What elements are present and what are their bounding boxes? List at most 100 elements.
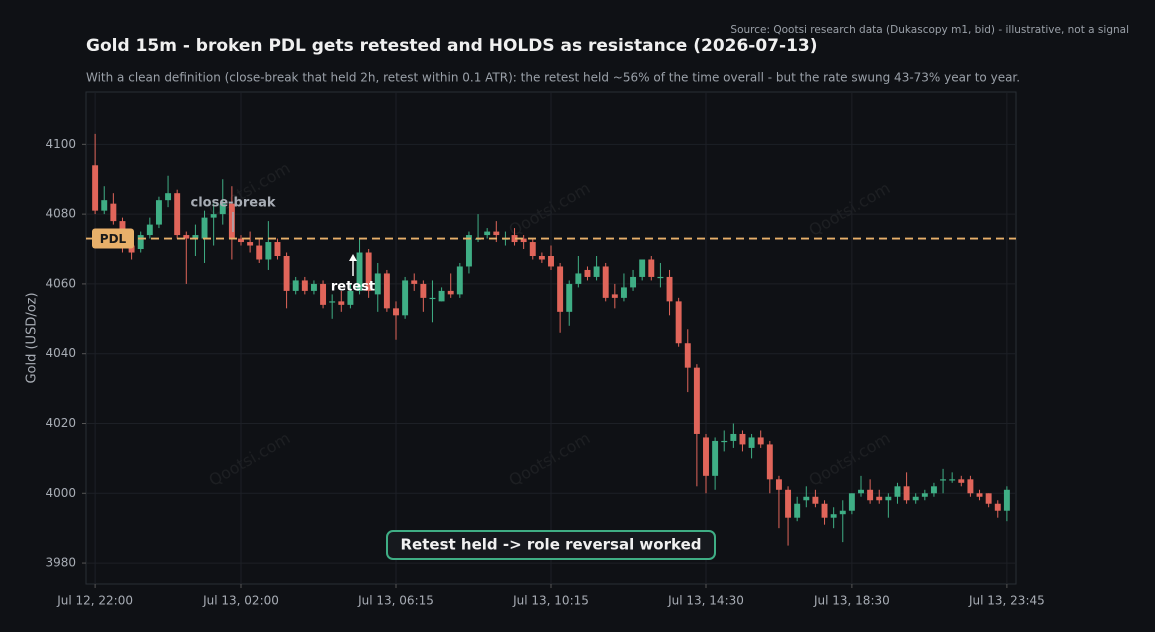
candle-body xyxy=(256,245,263,260)
chart-subtitle: With a clean definition (close-break tha… xyxy=(86,71,1020,85)
candle-body xyxy=(557,266,564,312)
candle-body xyxy=(101,200,108,211)
candle-body xyxy=(994,503,1001,511)
candle-body xyxy=(867,489,874,501)
candle-body xyxy=(976,493,983,497)
candle-body xyxy=(283,256,290,291)
candle-body xyxy=(912,496,919,501)
candle-body xyxy=(110,203,117,222)
candle-body xyxy=(201,217,208,239)
candle-body xyxy=(155,200,162,225)
candle-body xyxy=(593,266,600,277)
y-axis-label: Gold (USD/oz) xyxy=(25,292,40,383)
candle-body xyxy=(611,294,618,298)
candle-body xyxy=(247,242,254,246)
candle-body xyxy=(183,235,190,239)
x-tick-label: Jul 13, 18:30 xyxy=(813,594,890,608)
candle-body xyxy=(639,259,646,277)
candle-body xyxy=(748,437,755,448)
candle-body xyxy=(930,486,937,494)
candle-body xyxy=(511,235,518,243)
candle-body xyxy=(730,433,737,441)
candle-body xyxy=(374,273,381,295)
x-tick-label: Jul 12, 22:00 xyxy=(56,594,133,608)
candle-body xyxy=(438,290,445,302)
candle-body xyxy=(356,252,363,291)
y-tick-label: 4020 xyxy=(45,416,76,430)
candle-body xyxy=(648,259,655,277)
candle-body xyxy=(402,280,409,316)
x-tick-label: Jul 13, 23:45 xyxy=(968,594,1045,608)
callout: Retest held -> role reversal worked xyxy=(401,536,702,554)
candle-body xyxy=(666,276,673,302)
candle-body xyxy=(630,276,637,288)
candle-body xyxy=(493,231,500,236)
y-tick-label: 4100 xyxy=(45,137,76,151)
candle-body xyxy=(192,235,199,239)
candle-body xyxy=(712,440,719,476)
reference-label-box xyxy=(92,228,134,249)
candle-body xyxy=(575,273,582,284)
candle-body xyxy=(848,493,855,511)
candle-body xyxy=(985,493,992,504)
candle-body xyxy=(520,238,527,243)
candle-body xyxy=(310,283,317,291)
candle-body xyxy=(812,496,819,504)
candle-body xyxy=(675,301,682,344)
candle-body xyxy=(274,242,281,256)
annotation-arrowhead xyxy=(349,254,357,261)
candle-body xyxy=(684,343,691,368)
candle-body xyxy=(447,290,454,295)
candle-body xyxy=(92,165,99,211)
chart-title: Gold 15m - broken PDL gets retested and … xyxy=(86,36,818,56)
x-tick-label: Jul 13, 14:30 xyxy=(667,594,744,608)
candle-body xyxy=(228,203,235,239)
candle-body xyxy=(146,224,153,236)
candle-body xyxy=(165,193,172,201)
candle-body xyxy=(465,235,472,267)
candle-body xyxy=(739,433,746,445)
candle-body xyxy=(721,440,728,443)
candle-body xyxy=(703,437,709,476)
candle-body xyxy=(940,479,947,481)
source: Source: Qootsi research data (Dukascopy … xyxy=(730,24,1129,36)
candle-body xyxy=(620,287,627,298)
callout-box xyxy=(386,530,716,560)
candle-body xyxy=(484,231,491,236)
x-tick-label: Jul 13, 10:15 xyxy=(512,594,589,608)
candle-body xyxy=(803,496,810,501)
y-tick-label: 4040 xyxy=(45,346,76,360)
y-tick-label: 4000 xyxy=(45,486,76,500)
y-tick-label: 4080 xyxy=(45,207,76,221)
candle-body xyxy=(320,283,327,305)
candle-body xyxy=(876,496,883,501)
candle-body xyxy=(219,203,226,215)
candle-body xyxy=(794,503,801,518)
candle-body xyxy=(858,489,864,494)
candle-body xyxy=(174,193,181,236)
candle-body xyxy=(839,510,846,515)
candle-body xyxy=(383,273,390,309)
candle-body xyxy=(529,242,536,256)
candle-body xyxy=(411,280,418,284)
annotation: close-break xyxy=(191,196,276,211)
candle-body xyxy=(210,214,217,218)
y-tick-label: 4060 xyxy=(45,276,76,290)
candle-body xyxy=(766,444,773,480)
y-tick-label: 3980 xyxy=(45,556,76,570)
candle-body xyxy=(830,514,837,518)
candle-body xyxy=(885,496,892,501)
candle-body xyxy=(365,252,372,291)
x-tick-label: Jul 13, 06:15 xyxy=(357,594,434,608)
candle-body xyxy=(338,301,345,305)
candle-body xyxy=(967,479,974,494)
candle-body xyxy=(301,280,308,291)
candle-body xyxy=(137,235,144,250)
candle-body xyxy=(128,245,135,253)
candle-body xyxy=(602,266,609,298)
candle-body xyxy=(821,503,828,518)
candle-body xyxy=(657,276,664,279)
annotation: retest xyxy=(331,280,375,295)
